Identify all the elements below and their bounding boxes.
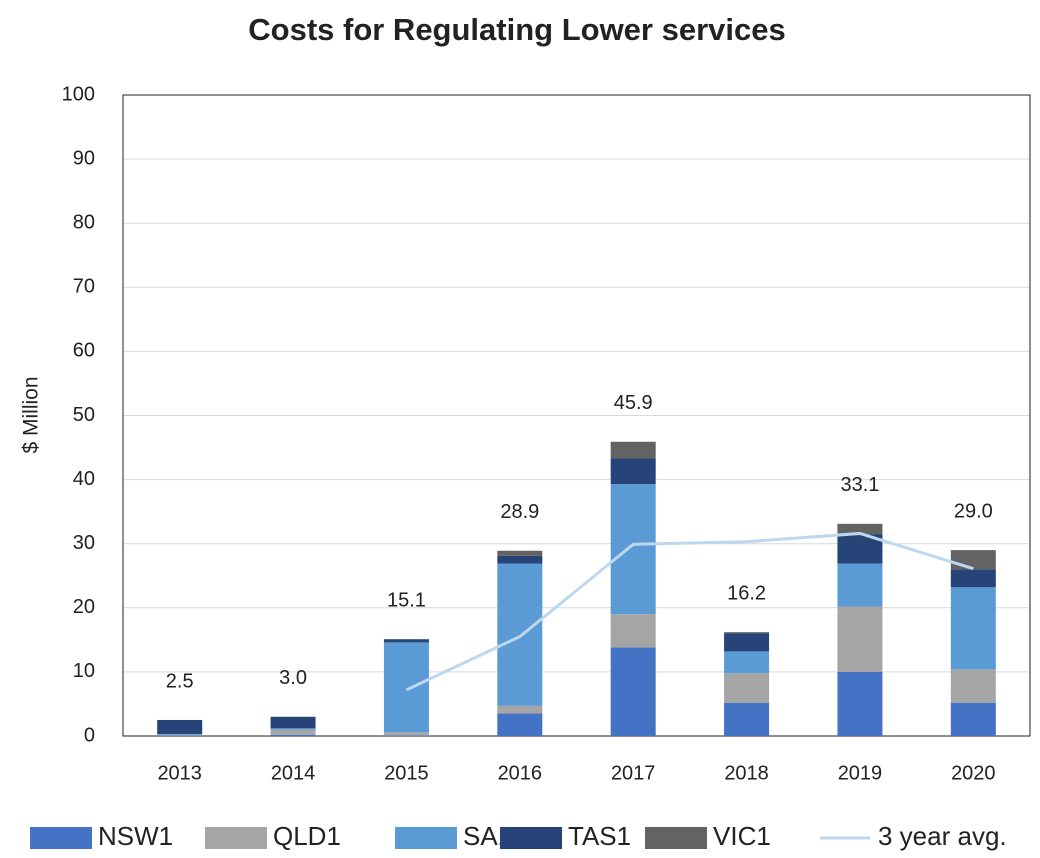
legend-swatch [205,827,267,849]
total-label: 15.1 [387,589,426,611]
bar-segment [837,606,883,672]
x-tick-label: 2020 [951,762,996,784]
bar-segment [157,734,203,736]
bar-segment [950,569,996,588]
x-tick-label: 2017 [611,762,656,784]
legend-label: VIC1 [713,821,771,851]
y-tick-label: 80 [73,211,95,233]
bar-segment [950,550,996,570]
bar-segment [950,702,996,736]
avg-line [405,531,974,692]
bar-segment [610,614,656,648]
y-tick-label: 30 [73,532,95,554]
bar-segment [383,732,429,736]
total-label: 29.0 [954,500,993,522]
y-tick-label: 0 [84,724,95,746]
bar-segment [837,523,883,535]
bar-segment [724,632,770,634]
legend-label: TAS1 [568,821,631,851]
bar-segment [497,555,543,564]
legend-label: 3 year avg. [878,821,1007,851]
bar-segment [270,716,316,729]
legend-swatch [500,827,562,849]
bar-segment [724,673,770,703]
y-axis-label: $ Million [20,376,43,453]
bar-segment [610,647,656,736]
bar-segment [270,734,316,736]
y-tick-label: 100 [62,83,95,105]
bar-segment [383,639,429,643]
bar-segment [950,587,996,670]
bar-segment [837,671,883,736]
total-label: 16.2 [727,582,766,604]
total-label: 28.9 [500,501,539,523]
bar-segment [610,441,656,459]
y-tick-label: 40 [73,468,95,490]
y-tick-label: 50 [73,404,95,426]
legend-label: QLD1 [273,821,341,851]
bar-segment [837,563,883,607]
x-tick-label: 2014 [271,762,316,784]
x-tick-label: 2016 [498,762,543,784]
bar-segment [157,734,203,735]
total-label: 45.9 [614,392,653,414]
bar-segment [497,713,543,736]
x-tick-label: 2015 [384,762,429,784]
legend-swatch [645,827,707,849]
x-tick-label: 2013 [157,762,202,784]
total-label: 2.5 [166,670,194,692]
bar-segment [270,729,316,735]
bar-segment [724,633,770,652]
bar-segment [724,702,770,736]
plot-border [122,94,1031,737]
chart-title: Costs for Regulating Lower services [248,12,785,47]
x-tick-label: 2019 [838,762,883,784]
total-label: 3.0 [279,667,307,689]
bar-segment [950,669,996,703]
y-tick-label: 60 [73,340,95,362]
y-tick-label: 10 [73,660,95,682]
bar-segment [157,719,203,735]
x-tick-label: 2018 [724,762,769,784]
bar-segment [157,735,203,736]
bar-segment [610,484,656,615]
bar-segment [383,735,429,736]
legend-swatch [395,827,457,849]
y-tick-label: 90 [73,147,95,169]
y-tick-label: 70 [73,276,95,298]
bar-segment [497,705,543,714]
bar-segment [724,651,770,674]
bar-segment [270,728,316,730]
bar-segment [497,550,543,556]
total-label: 33.1 [840,474,879,496]
y-tick-label: 20 [73,596,95,618]
legend-label: NSW1 [98,821,173,851]
bar-segment [383,642,429,733]
bar-segment [610,458,656,485]
legend-swatch [30,827,92,849]
